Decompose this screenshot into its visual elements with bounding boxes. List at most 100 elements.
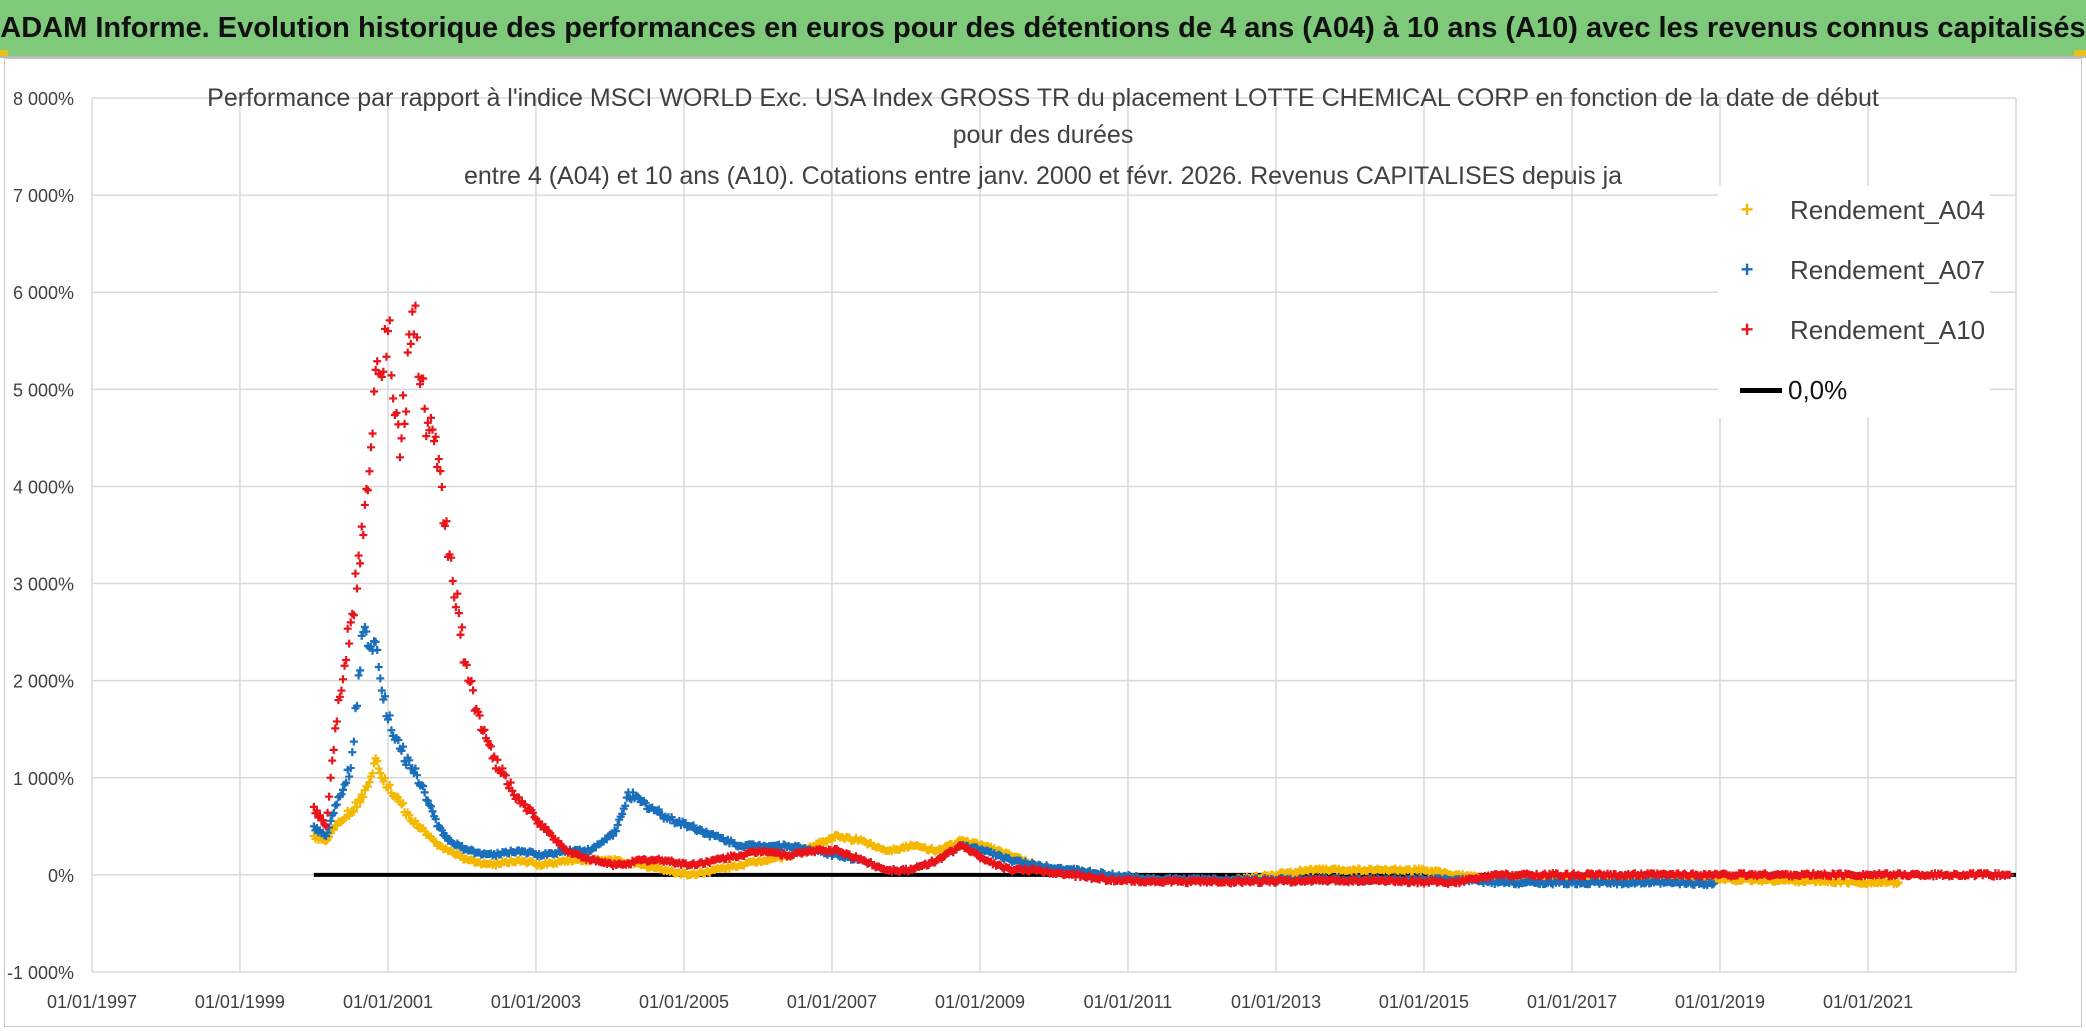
series-point [405, 756, 414, 765]
y-tick-label: 2 000% [13, 672, 74, 692]
series-point [360, 500, 369, 509]
data-point [1894, 878, 1903, 887]
data-point [384, 715, 393, 724]
series-point [399, 799, 408, 808]
series-point [339, 675, 348, 684]
x-tick-label: 01/01/2001 [343, 992, 433, 1012]
series-point [363, 486, 372, 495]
series-point [368, 429, 377, 438]
legend-entry-zero-line: 0,0% [1718, 370, 1990, 410]
y-tick-label: 3 000% [13, 575, 74, 595]
x-tick-label: 01/01/1999 [195, 992, 285, 1012]
series-point [345, 639, 354, 648]
series-point [337, 790, 346, 799]
series-point [397, 800, 406, 809]
chart-frame [4, 58, 2082, 1027]
series-point [521, 800, 530, 809]
series-point [362, 484, 371, 493]
series-point [380, 774, 389, 783]
series-point [370, 387, 379, 396]
data-point [359, 793, 368, 802]
series-point [621, 801, 630, 810]
series-point [354, 551, 363, 560]
series-point [356, 798, 365, 807]
series-point [419, 782, 428, 791]
series-point [607, 830, 616, 839]
series-point [430, 437, 439, 446]
series-point [373, 645, 382, 654]
series-point [454, 609, 463, 618]
y-tick-label: 1 000% [13, 769, 74, 789]
series-point [437, 482, 446, 491]
legend-label-a10: Rendement_A10 [1790, 315, 1986, 345]
series-point [380, 692, 389, 701]
data-point [371, 637, 380, 646]
series-point [412, 771, 421, 780]
series-point [480, 725, 489, 734]
series-point [392, 408, 401, 417]
series-point [357, 522, 366, 531]
y-tick-label: 7 000% [13, 186, 74, 206]
series-point [354, 671, 363, 680]
x-tick-label: 01/01/2007 [787, 992, 877, 1012]
series-point [323, 828, 332, 837]
series-point [356, 666, 365, 675]
series-point [458, 623, 467, 632]
series-point [337, 686, 346, 695]
data-point [395, 453, 404, 462]
series-point [315, 811, 324, 820]
chart-legend: + Rendement_A04 + Rendement_A07 + Rendem… [1718, 186, 1990, 418]
series-point [423, 418, 432, 427]
x-tick-label: 01/01/2019 [1675, 992, 1765, 1012]
series-point [377, 372, 386, 381]
data-point [384, 327, 393, 336]
x-tick-label: 01/01/2003 [491, 992, 581, 1012]
series-point [436, 467, 445, 476]
series-point [399, 391, 408, 400]
series-point [374, 662, 383, 671]
series-point [447, 553, 456, 562]
series-point [493, 755, 502, 764]
series-point [411, 301, 420, 310]
legend-entry-a07: + Rendement_A07 [1718, 250, 1990, 290]
x-tick-label: 01/01/1997 [47, 992, 137, 1012]
series-point [501, 771, 510, 780]
series-point [345, 811, 354, 820]
series-point [353, 701, 362, 710]
series-point [353, 802, 362, 811]
series-point [356, 559, 365, 568]
series-point [406, 339, 415, 348]
legend-label-a07: Rendement_A07 [1790, 255, 1986, 285]
series-point [498, 764, 507, 773]
series-point [528, 808, 537, 817]
series-point [508, 786, 517, 795]
series-point [403, 348, 412, 357]
series-point [374, 764, 383, 773]
series-point [360, 623, 369, 632]
series-point [426, 413, 435, 422]
series-point [469, 686, 478, 695]
series-point [613, 821, 622, 830]
y-tick-label: 6 000% [13, 283, 74, 303]
series-point [689, 821, 698, 830]
y-tick-label: 8 000% [13, 89, 74, 109]
series-point [367, 642, 376, 651]
series-point [385, 780, 394, 789]
series-point [367, 443, 376, 452]
series-point [394, 793, 403, 802]
plus-marker-icon: + [1740, 197, 1754, 222]
x-tick-label: 01/01/2009 [935, 992, 1025, 1012]
y-tick-label: 5 000% [13, 380, 74, 400]
series-point [434, 455, 443, 464]
series-point [431, 815, 440, 824]
series-point [399, 742, 408, 751]
series-point [609, 831, 618, 840]
chart-title-line-2: pour des durées [952, 121, 1134, 149]
series-point [342, 778, 351, 787]
series-point [486, 742, 495, 751]
series-point [654, 805, 663, 814]
series-point [368, 769, 377, 778]
series-point [353, 584, 362, 593]
series-point [442, 517, 451, 526]
